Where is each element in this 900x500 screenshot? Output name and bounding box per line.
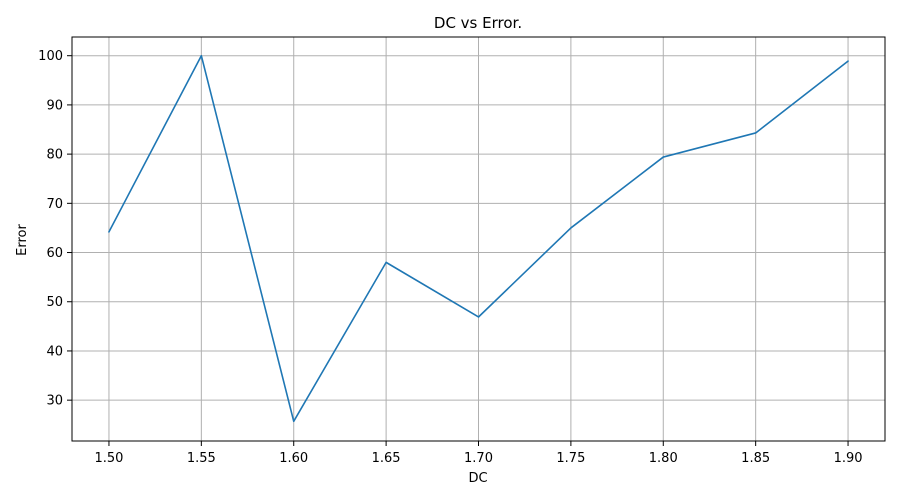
x-tick-label: 1.70 <box>464 451 493 466</box>
grid-lines <box>72 37 885 441</box>
x-tick-label: 1.65 <box>372 451 401 466</box>
x-tick-label: 1.55 <box>187 451 216 466</box>
series-line-0 <box>108 54 849 423</box>
y-tick-label: 100 <box>38 49 63 64</box>
y-axis-label: Error <box>15 224 30 256</box>
y-tick-label: 70 <box>46 197 63 212</box>
x-tick-label: 1.60 <box>279 451 308 466</box>
y-tick-label: 40 <box>46 344 63 359</box>
y-tick-label: 80 <box>46 148 63 163</box>
y-tick-label: 50 <box>46 295 63 310</box>
y-tick-label: 60 <box>46 246 63 261</box>
x-tick-label: 1.75 <box>556 451 585 466</box>
y-axis-ticks: 30 40 50 60 70 80 90 100 <box>38 49 72 409</box>
y-tick-label: 90 <box>46 98 63 113</box>
x-axis-ticks: 1.50 1.55 1.60 1.65 1.70 1.75 1.80 1.85 1.90 <box>94 441 863 466</box>
series-layer <box>108 54 849 423</box>
x-tick-label: 1.50 <box>94 451 123 466</box>
x-axis-label: DC <box>468 471 487 486</box>
y-tick-label: 30 <box>46 394 63 409</box>
x-tick-label: 1.85 <box>741 451 770 466</box>
x-tick-label: 1.80 <box>649 451 678 466</box>
x-tick-label: 1.90 <box>834 451 863 466</box>
chart-title: DC vs Error. <box>434 14 522 32</box>
